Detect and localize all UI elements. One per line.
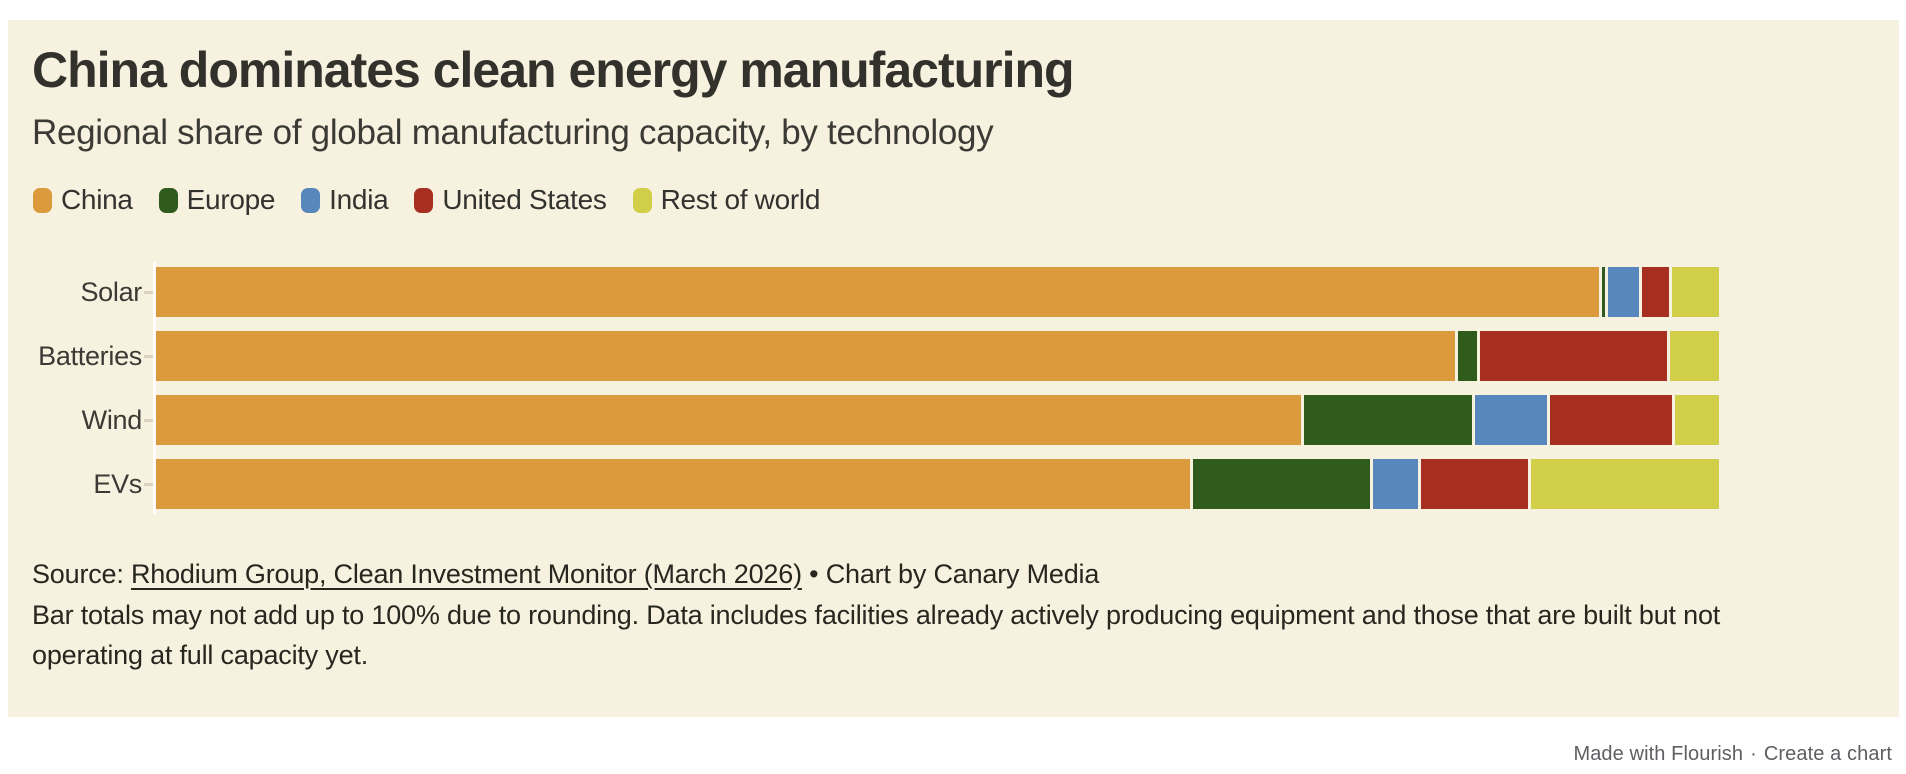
- bar-segment-evs-china[interactable]: [156, 459, 1190, 509]
- axis-tick: [144, 290, 154, 294]
- stacked-bar-batteries: [156, 331, 1719, 381]
- stacked-bar-evs: [156, 459, 1719, 509]
- row-label-wind: Wind: [81, 404, 143, 435]
- legend-label: India: [329, 184, 389, 215]
- source-suffix: • Chart by Canary Media: [801, 559, 1100, 589]
- chart-row-evs: EVs: [8, 459, 1899, 509]
- bar-segment-batteries-united-states[interactable]: [1479, 331, 1668, 381]
- bar-segment-wind-india[interactable]: [1474, 395, 1547, 445]
- legend-item-rest-of-world[interactable]: Rest of world: [632, 184, 821, 216]
- legend-swatch-europe: [158, 187, 178, 213]
- stacked-bar-wind: [156, 395, 1719, 445]
- legend-label: United States: [442, 184, 607, 215]
- bar-segment-solar-europe[interactable]: [1601, 267, 1605, 317]
- source-block: Source: Rhodium Group, Clean Investment …: [32, 554, 1812, 675]
- stacked-bar-solar: [156, 267, 1719, 317]
- bar-segment-wind-united-states[interactable]: [1549, 395, 1673, 445]
- row-label-batteries: Batteries: [38, 340, 142, 371]
- axis-tick: [144, 418, 154, 422]
- create-a-chart-link[interactable]: Create a chart: [1763, 743, 1892, 765]
- legend-swatch-india: [301, 187, 321, 213]
- chart-panel: China dominates clean energy manufacturi…: [8, 20, 1899, 717]
- chart-title: China dominates clean energy manufacturi…: [32, 42, 1075, 98]
- legend-item-united-states[interactable]: United States: [414, 184, 607, 216]
- axis-tick: [144, 482, 154, 486]
- bar-segment-evs-europe[interactable]: [1193, 459, 1371, 509]
- bar-segment-solar-china[interactable]: [156, 267, 1599, 317]
- chart-row-solar: Solar: [8, 267, 1899, 317]
- bar-segment-solar-rest-of-world[interactable]: [1671, 267, 1719, 317]
- legend-label: Rest of world: [660, 184, 821, 215]
- axis-tick: [144, 354, 154, 358]
- bar-segment-evs-united-states[interactable]: [1421, 459, 1528, 509]
- bar-segment-evs-rest-of-world[interactable]: [1531, 459, 1719, 509]
- legend-label: China: [61, 184, 133, 215]
- bar-segment-solar-united-states[interactable]: [1642, 267, 1669, 317]
- footnote: Bar totals may not add up to 100% due to…: [32, 600, 1721, 670]
- y-axis-line: [153, 262, 156, 514]
- chart-row-wind: Wind: [8, 395, 1899, 445]
- legend-item-europe[interactable]: Europe: [158, 184, 276, 216]
- flourish-attribution: Made with Flourish · Create a chart: [1573, 743, 1892, 766]
- legend-item-china[interactable]: China: [33, 184, 133, 216]
- legend-item-india[interactable]: India: [301, 184, 389, 216]
- row-label-solar: Solar: [80, 276, 142, 307]
- bar-segment-batteries-china[interactable]: [156, 331, 1455, 381]
- bar-segment-batteries-rest-of-world[interactable]: [1670, 331, 1719, 381]
- legend-label: Europe: [186, 184, 276, 215]
- source-line: Source: Rhodium Group, Clean Investment …: [32, 554, 1812, 594]
- bar-rows: Solar Batteries Wind EVs: [8, 267, 1899, 509]
- stacked-bar-chart: Solar Batteries Wind EVs: [8, 262, 1899, 514]
- bar-segment-wind-rest-of-world[interactable]: [1675, 395, 1719, 445]
- chart-subtitle: Regional share of global manufacturing c…: [32, 113, 994, 152]
- bar-segment-batteries-europe[interactable]: [1457, 331, 1477, 381]
- legend-swatch-china: [33, 187, 52, 213]
- row-label-evs: EVs: [93, 468, 142, 499]
- source-prefix: Source:: [32, 559, 131, 589]
- bar-segment-solar-india[interactable]: [1607, 267, 1640, 317]
- chart-row-batteries: Batteries: [8, 331, 1899, 381]
- bar-segment-evs-india[interactable]: [1373, 459, 1419, 509]
- source-link[interactable]: Rhodium Group, Clean Investment Monitor …: [130, 559, 802, 589]
- legend-swatch-united-states: [414, 187, 434, 213]
- made-with-flourish-link[interactable]: Made with Flourish: [1573, 743, 1744, 765]
- attribution-separator: ·: [1750, 743, 1757, 765]
- legend-swatch-rest-of-world: [632, 187, 652, 213]
- bar-segment-wind-europe[interactable]: [1303, 395, 1472, 445]
- legend: China Europe India United States Rest of wor…: [33, 184, 820, 216]
- bar-segment-wind-china[interactable]: [156, 395, 1301, 445]
